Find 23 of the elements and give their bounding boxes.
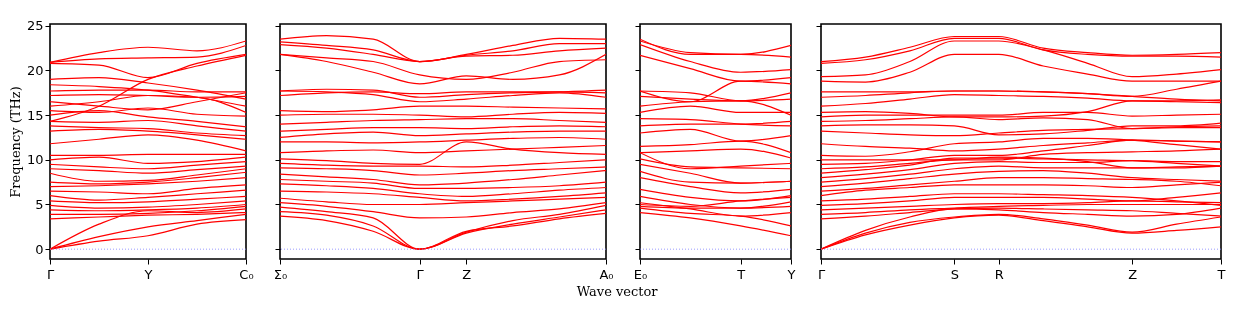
x-tick-label: C₀ [239, 266, 254, 282]
x-tick-label: R [994, 266, 1004, 282]
x-axis-title: Wave vector [576, 283, 659, 299]
y-tick-label: 20 [26, 62, 44, 78]
y-tick-label: 10 [26, 152, 44, 168]
y-tick-label: 25 [26, 18, 44, 34]
x-tick-label: Z [1128, 266, 1138, 282]
x-tick-label: Γ [817, 266, 826, 282]
x-tick-label: T [1216, 266, 1226, 282]
x-tick-label: A₀ [599, 266, 614, 282]
x-tick-label: Γ [46, 266, 55, 282]
x-tick-label: Σ₀ [273, 266, 288, 282]
x-tick-label: Γ [416, 266, 425, 282]
x-tick-label: Y [143, 266, 153, 282]
x-tick-label: Z [462, 266, 472, 282]
y-axis-title: Frequency (THz) [7, 86, 23, 198]
y-tick-label: 5 [35, 196, 44, 212]
y-tick-label: 15 [26, 107, 44, 123]
x-tick-label: E₀ [633, 266, 648, 282]
x-tick-label: T [736, 266, 746, 282]
x-tick-label: S [950, 266, 959, 282]
y-tick-label: 0 [35, 241, 44, 257]
x-tick-label: Y [786, 266, 796, 282]
